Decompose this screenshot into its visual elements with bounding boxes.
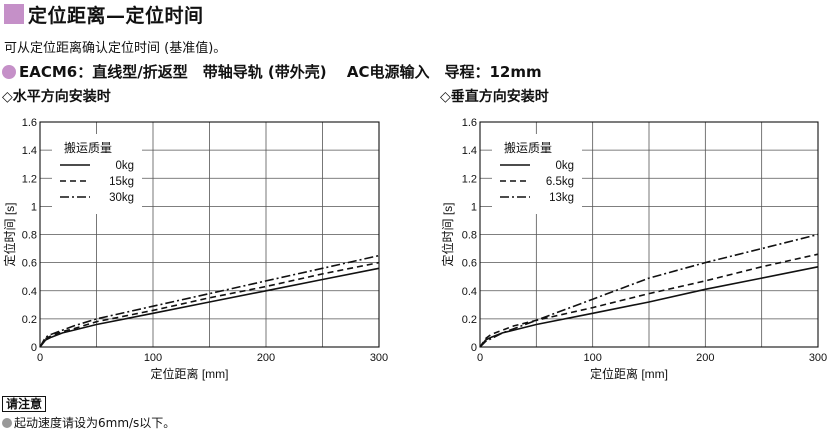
notice-item: 起动速度请设为6mm/s以下。 xyxy=(2,414,175,431)
series-line-0kg xyxy=(479,266,819,348)
notice-label: 请注意 xyxy=(2,396,47,412)
title-marker-square xyxy=(4,4,24,24)
model-spec: ：直线型/折返型 带轴导轨 (带外壳) AC电源输入 导程：12mm xyxy=(77,63,542,81)
y-axis-label: 定位时间 [s] xyxy=(2,202,17,266)
legend-title: 搬运质量 xyxy=(64,140,112,155)
legend-label: 30kg xyxy=(109,192,134,204)
y-tick-label: 0 xyxy=(31,342,37,354)
legend-label: 0kg xyxy=(555,160,574,172)
x-tick-label: 200 xyxy=(257,352,275,364)
y-tick-label: 0 xyxy=(471,342,477,354)
y-tick-label: 0.6 xyxy=(22,258,37,270)
y-tick-label: 1 xyxy=(31,201,37,213)
x-tick-label: 0 xyxy=(477,352,483,364)
bullet-circle-icon xyxy=(2,417,12,428)
y-tick-label: 0.4 xyxy=(462,286,477,298)
bullet-circle-icon xyxy=(2,64,16,79)
y-tick-label: 0.8 xyxy=(22,230,37,242)
x-tick-label: 100 xyxy=(144,352,162,364)
series-line-15kg xyxy=(39,261,380,348)
x-tick-label: 300 xyxy=(809,352,827,364)
series-line-13kg xyxy=(479,233,819,348)
y-tick-label: 1.6 xyxy=(22,117,37,129)
x-tick-label: 200 xyxy=(696,352,714,364)
model-name: EACM6 xyxy=(19,62,78,81)
page-header: 定位距离—定位时间 xyxy=(4,2,204,27)
legend-title: 搬运质量 xyxy=(504,140,552,155)
vertical-mount-chart: 0 0.2 0.4 0.6 0.8 1 1.2 1.4 1.6 0 100 200 300 定位距离 [m… xyxy=(440,117,827,381)
description-text: 可从定位距离确认定位时间 (基准值)。 xyxy=(4,41,227,56)
y-tick-label: 1.2 xyxy=(462,173,477,185)
y-tick-label: 1.6 xyxy=(462,117,477,129)
y-tick-label: 1.4 xyxy=(462,145,477,157)
y-tick-label: 0.8 xyxy=(462,230,477,242)
x-tick-label: 0 xyxy=(37,352,43,364)
series-line-30kg xyxy=(39,254,380,348)
legend-background xyxy=(52,134,142,214)
horizontal-mount-chart: 0 0.2 0.4 0.6 0.8 1 1.2 1.4 1.6 0 100 200 300 定位距离 [m… xyxy=(2,117,388,381)
x-axis-label: 定位距离 [mm] xyxy=(151,366,229,381)
notice-text: 起动速度请设为6mm/s以下。 xyxy=(14,416,176,430)
x-tick-label: 100 xyxy=(583,352,601,364)
legend-label: 0kg xyxy=(115,160,134,172)
model-line: EACM6 ：直线型/折返型 带轴导轨 (带外壳) AC电源输入 导程：12mm xyxy=(2,61,542,82)
series-line-6.5kg xyxy=(479,253,819,348)
y-tick-label: 0.4 xyxy=(22,286,37,298)
y-tick-label: 0.2 xyxy=(22,314,37,326)
legend-label: 6.5kg xyxy=(546,176,574,188)
y-tick-label: 0.2 xyxy=(462,314,477,326)
page-title: 定位距离—定位时间 xyxy=(28,4,204,27)
legend-label: 13kg xyxy=(549,192,574,204)
y-tick-label: 1 xyxy=(471,201,477,213)
y-tick-label: 0.6 xyxy=(462,258,477,270)
y-tick-label: 1.4 xyxy=(22,145,37,157)
chart-title-vertical: ◇垂直方向安装时 xyxy=(440,89,549,105)
legend-background xyxy=(492,134,582,214)
chart-title-horizontal: ◇水平方向安装时 xyxy=(2,89,111,105)
y-axis-label: 定位时间 [s] xyxy=(440,202,455,266)
series-line-0kg xyxy=(39,267,380,348)
x-axis-label: 定位距离 [mm] xyxy=(590,366,668,381)
legend-label: 15kg xyxy=(109,176,134,188)
x-tick-label: 300 xyxy=(370,352,388,364)
plot-frame xyxy=(39,121,380,348)
y-tick-label: 1.2 xyxy=(22,173,37,185)
